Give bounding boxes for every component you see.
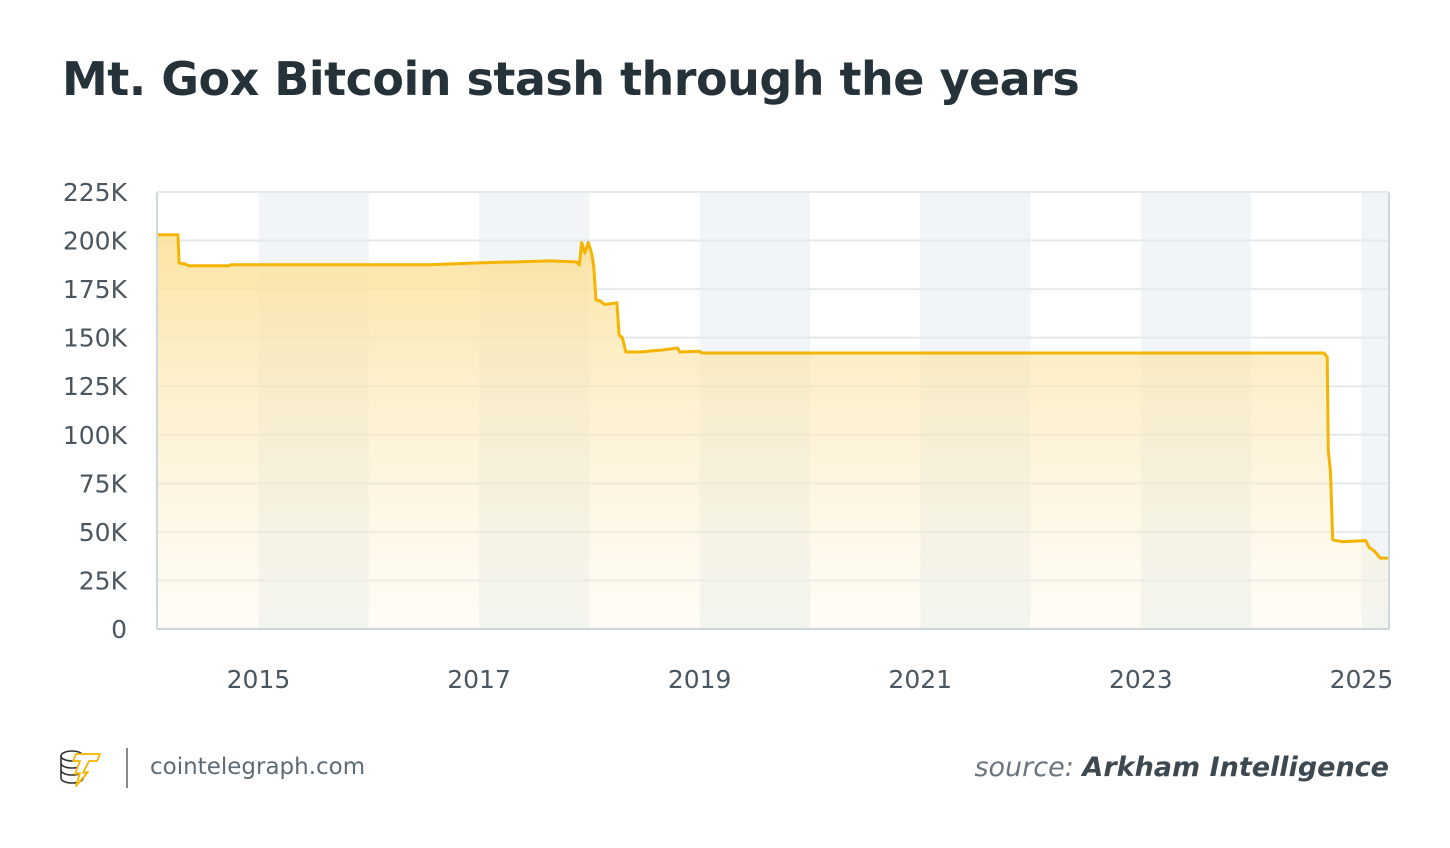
x-tick-label: 2019 [668,665,732,694]
source-prefix: source: [974,752,1074,783]
x-tick-label: 2023 [1109,665,1173,694]
y-tick-label: 25K [79,566,128,595]
y-tick-label: 125K [63,372,128,401]
source-name: Arkham Intelligence [1082,752,1389,783]
y-tick-label: 75K [79,469,128,498]
x-tick-label: 2025 [1330,665,1394,694]
cointelegraph-logo-icon [58,748,104,792]
footer-site-link[interactable]: cointelegraph.com [150,754,366,780]
x-tick-label: 2017 [447,665,511,694]
x-tick-label: 2021 [888,665,952,694]
y-tick-label: 225K [63,178,128,207]
y-tick-label: 50K [79,518,128,547]
y-tick-label: 0 [111,615,127,644]
series-line [157,233,1389,560]
x-tick-label: 2015 [227,665,291,694]
y-tick-label: 150K [63,324,128,353]
area-fill [157,234,1389,629]
chart-title: Mt. Gox Bitcoin stash through the years [62,52,1080,106]
y-tick-label: 200K [63,227,128,256]
y-tick-label: 175K [63,275,128,304]
source-credit: source: Arkham Intelligence [974,752,1389,783]
y-tick-label: 100K [63,421,128,450]
footer-divider [126,748,128,788]
